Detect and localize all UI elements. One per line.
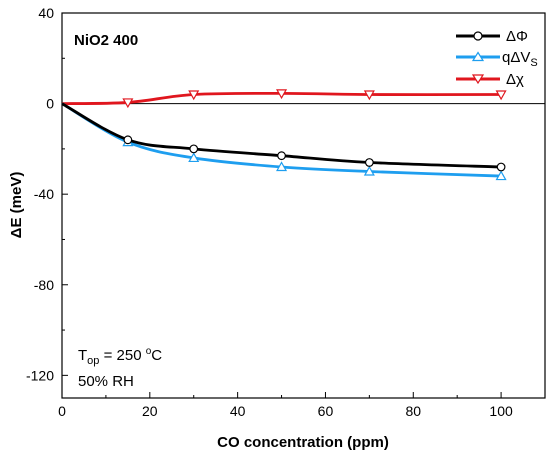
y-axis-title: ΔE (meV) <box>8 172 25 239</box>
y-tick-label: 0 <box>46 96 54 112</box>
x-tick-label: 100 <box>489 403 513 419</box>
legend-label-qdvs-sub: S <box>530 57 537 69</box>
data-point-dphi <box>277 151 286 161</box>
legend: ΔΦ qΔVS Δχ <box>456 28 538 88</box>
data-point-dchi <box>276 89 288 100</box>
annotation-temp-value: = 250 <box>99 347 145 364</box>
y-tick-label: -80 <box>34 277 54 293</box>
annotation-temp-prefix: T <box>78 347 87 364</box>
x-tick-label: 80 <box>405 403 421 419</box>
annotation-temp-unit: C <box>151 347 162 364</box>
data-point-dphi <box>496 162 506 172</box>
data-point-dphi <box>189 144 199 154</box>
annotation-temp-sub: op <box>87 355 99 367</box>
data-point-qdvs <box>363 165 375 176</box>
annotation-temp-deg: o <box>146 346 152 357</box>
annotation-humidity: 50% RH <box>78 373 134 390</box>
x-tick-label: 20 <box>142 403 158 419</box>
data-point-dphi <box>123 135 133 145</box>
x-tick-label: 0 <box>58 403 66 419</box>
data-point-qdvs <box>495 170 507 181</box>
y-tick-label: -120 <box>26 367 54 383</box>
x-tick-label: 40 <box>230 403 246 419</box>
legend-marker-qdvs <box>471 51 485 62</box>
legend-marker-dphi <box>473 31 483 41</box>
axes-layer: 0 20 40 60 80 100 40 0 -40 -80 -120 <box>26 5 546 419</box>
data-point-dphi <box>364 158 374 167</box>
chart-title: NiO2 400 <box>74 32 138 49</box>
data-point-qdvs <box>188 152 200 163</box>
data-point-dchi <box>122 98 134 109</box>
legend-label-qdvs: qΔVS <box>502 49 538 69</box>
x-axis-title: CO concentration (ppm) <box>217 434 389 451</box>
legend-label-qdvs-main: qΔV <box>502 49 530 66</box>
data-point-dchi <box>363 90 375 101</box>
series-layer <box>61 89 507 181</box>
data-point-dchi <box>495 90 507 101</box>
data-point-qdvs <box>276 161 288 172</box>
y-tick-label: -40 <box>34 186 54 202</box>
legend-label-dchi: Δχ <box>506 71 524 88</box>
data-point-dchi <box>188 90 200 101</box>
legend-label-dphi: ΔΦ <box>506 28 528 45</box>
legend-marker-dchi <box>471 74 485 85</box>
annotation-temperature: Top = 250 oC <box>78 346 162 367</box>
y-tick-label: 40 <box>38 5 54 21</box>
x-tick-label: 60 <box>318 403 334 419</box>
plot-frame <box>61 12 546 399</box>
annotation: Top = 250 oC 50% RH <box>78 346 162 390</box>
